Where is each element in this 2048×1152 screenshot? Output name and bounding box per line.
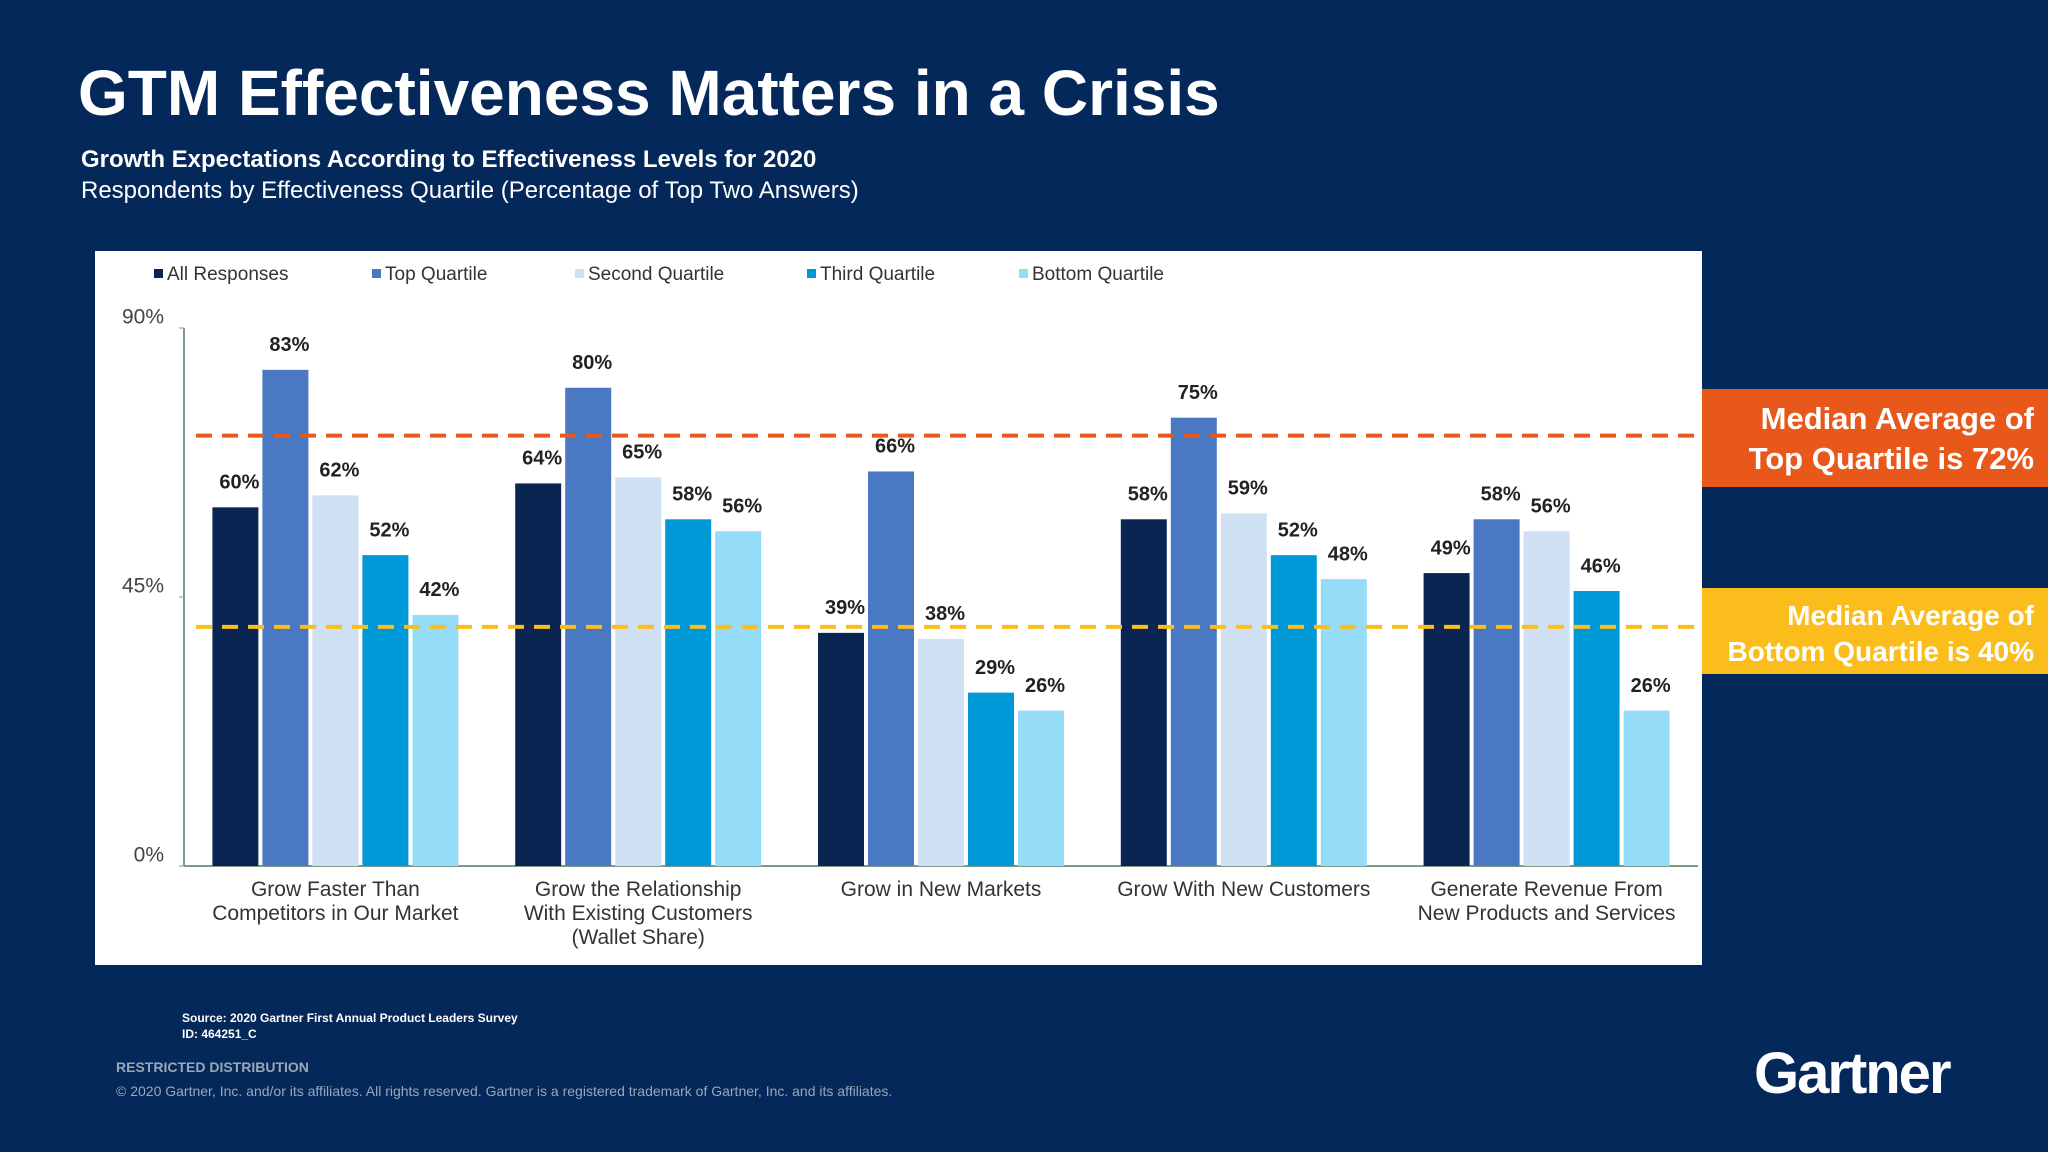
bar <box>1220 513 1267 866</box>
distribution: RESTRICTED DISTRIBUTION <box>116 1059 309 1075</box>
y-tick-label: 90% <box>122 306 164 329</box>
data-label: 39% <box>825 597 865 619</box>
bar <box>1320 579 1367 866</box>
legend-swatch <box>154 269 163 278</box>
y-tick-label: 45% <box>122 575 164 598</box>
bar <box>715 531 762 866</box>
legend-label: All Responses <box>167 264 288 285</box>
bar <box>818 632 864 866</box>
legend-label: Third Quartile <box>820 264 935 285</box>
callout-box <box>1702 588 2048 674</box>
data-label: 75% <box>1178 382 1218 404</box>
data-label: 66% <box>875 436 915 458</box>
data-label: 58% <box>672 484 712 506</box>
data-label: 46% <box>1581 555 1621 577</box>
bar <box>1573 591 1620 866</box>
bar <box>212 507 259 866</box>
copyright: © 2020 Gartner, Inc. and/or its affiliat… <box>116 1083 893 1099</box>
bar <box>362 555 409 866</box>
y-tick-label: 0% <box>134 844 164 867</box>
data-label: 59% <box>1228 478 1268 500</box>
x-tick-label: Grow the Relationship With Existing Cust… <box>523 878 753 949</box>
bar <box>1523 531 1570 866</box>
legend-label: Top Quartile <box>385 264 487 285</box>
data-label: 65% <box>622 442 662 464</box>
bar <box>918 638 964 866</box>
bar <box>1120 519 1167 866</box>
legend-label: Second Quartile <box>588 264 724 285</box>
bar <box>1623 710 1670 866</box>
source: Source: 2020 Gartner First Annual Produc… <box>182 1011 518 1025</box>
data-label: 56% <box>722 496 762 518</box>
slide-heading: GTM Effectiveness Matters in a Crisis <box>78 57 1220 129</box>
callout-text: Median Average of Bottom Quartile is 40% <box>1727 600 2034 667</box>
bar <box>1018 710 1064 866</box>
data-label: 80% <box>572 352 612 374</box>
x-tick-label: Grow Faster Than Competitors in Our Mark… <box>212 878 459 925</box>
legend-swatch <box>1019 269 1028 278</box>
legend-label: Bottom Quartile <box>1032 264 1164 285</box>
bar <box>1270 555 1317 866</box>
legend-swatch <box>807 269 816 278</box>
callout-box <box>1702 389 2048 487</box>
data-label: 83% <box>269 334 309 356</box>
doc-id: ID: 464251_C <box>182 1027 257 1041</box>
bar <box>868 471 914 866</box>
bar <box>515 483 562 866</box>
x-tick-label: Generate Revenue From New Products and S… <box>1417 878 1676 925</box>
data-label: 26% <box>1025 675 1065 697</box>
data-label: 42% <box>419 579 459 601</box>
callout-text: Median Average of Top Quartile is 72% <box>1748 401 2034 476</box>
bar <box>615 477 662 866</box>
x-tick-label: Grow in New Markets <box>840 878 1042 901</box>
data-label: 58% <box>1128 484 1168 506</box>
bar <box>968 692 1014 866</box>
bar <box>262 369 309 866</box>
data-label: 52% <box>369 519 409 541</box>
data-label: 52% <box>1278 519 1318 541</box>
data-label: 48% <box>1328 543 1368 565</box>
data-label: 38% <box>925 603 965 625</box>
chart-title: Growth Expectations According to Effecti… <box>81 146 817 173</box>
data-label: 26% <box>1631 675 1671 697</box>
legend-swatch <box>372 269 381 278</box>
data-label: 56% <box>1531 496 1571 518</box>
data-label: 29% <box>975 657 1015 679</box>
bar <box>1423 573 1470 866</box>
data-label: 62% <box>319 460 359 482</box>
data-label: 64% <box>522 448 562 470</box>
legend-swatch <box>575 269 584 278</box>
data-label: 58% <box>1481 484 1521 506</box>
bar <box>312 495 359 866</box>
bar <box>665 519 712 866</box>
bar <box>1473 519 1520 866</box>
data-label: 60% <box>219 472 259 494</box>
bar <box>412 614 459 866</box>
bar <box>1170 417 1217 866</box>
x-tick-label: Grow With New Customers <box>1117 878 1371 901</box>
logo: Gartner <box>1754 1041 1952 1106</box>
data-label: 49% <box>1431 537 1471 559</box>
chart-subtitle: Respondents by Effectiveness Quartile (P… <box>81 177 859 204</box>
